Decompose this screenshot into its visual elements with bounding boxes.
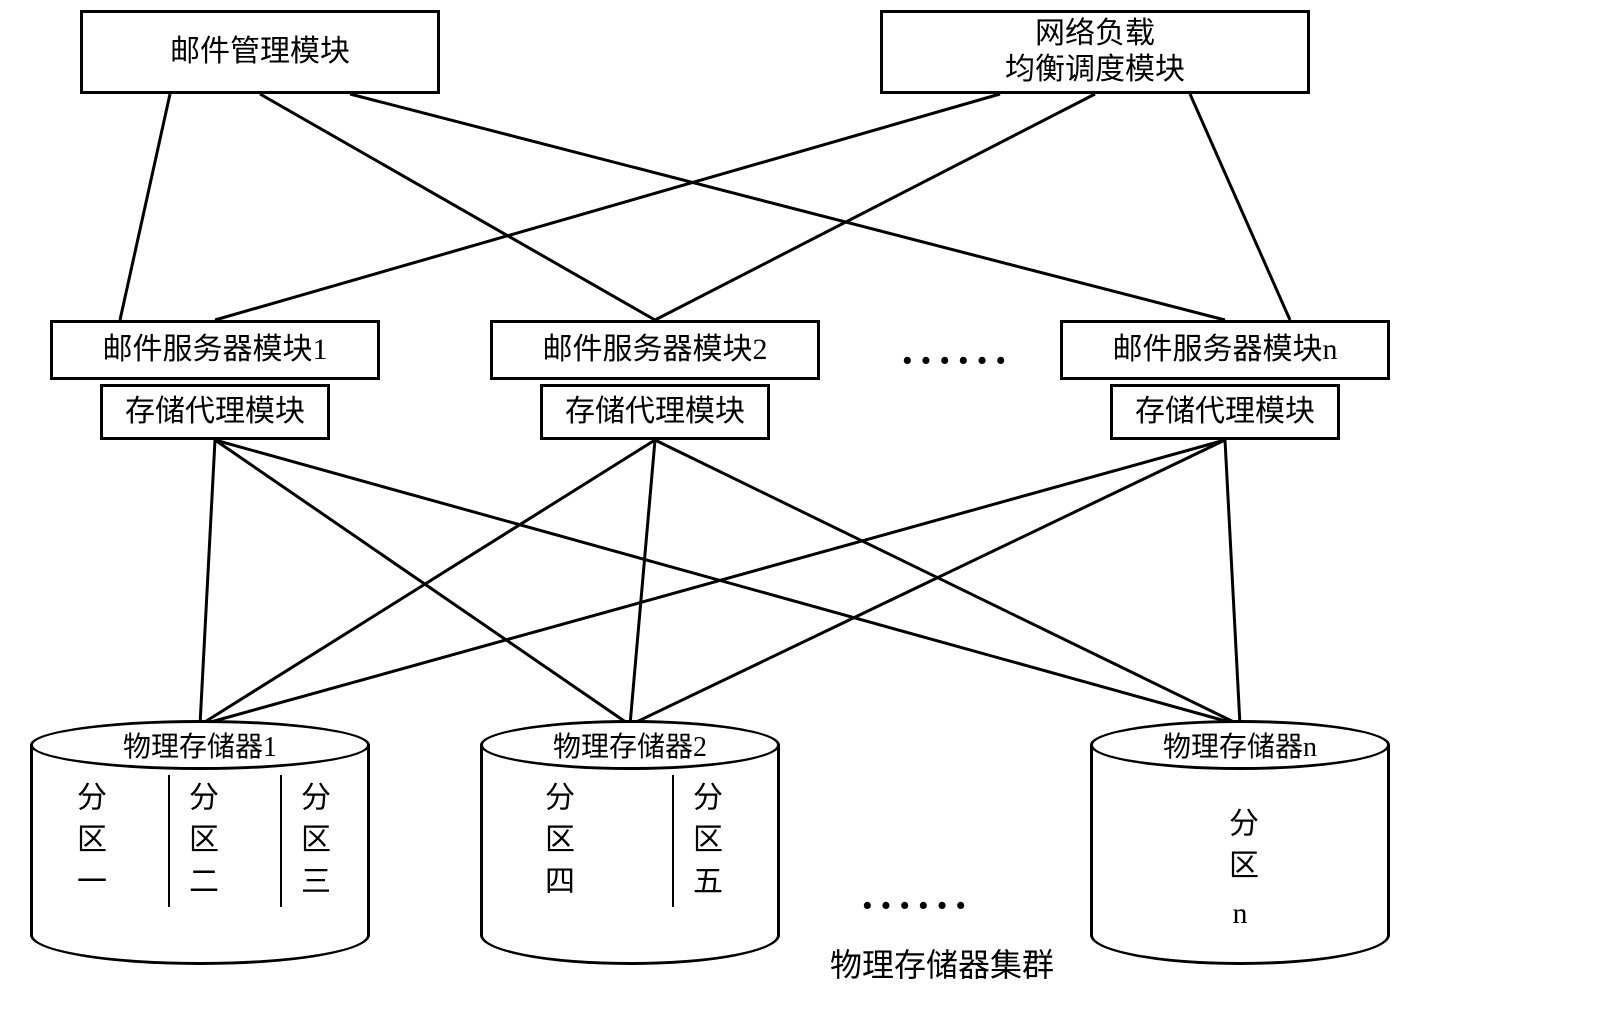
mail-server-1-label: 邮件服务器模块1: [103, 332, 328, 368]
mail-server-n-label: 邮件服务器模块n: [1113, 332, 1338, 368]
storage-1-cylinder: 物理存储器1 分区一 分区二 分区三: [30, 720, 370, 965]
storage-cluster-label: 物理存储器集群: [830, 940, 1054, 986]
storage-proxy-1-label: 存储代理模块: [125, 394, 305, 430]
storage-proxy-n-label: 存储代理模块: [1135, 394, 1315, 430]
mail-server-n-box: 邮件服务器模块n: [1060, 320, 1390, 380]
server-ellipsis: ······: [900, 335, 1012, 386]
mail-server-1-box: 邮件服务器模块1: [50, 320, 380, 380]
storage-proxy-1-box: 存储代理模块: [100, 384, 330, 440]
storage-2-label: 物理存储器2: [553, 725, 707, 765]
mail-server-2-label: 邮件服务器模块2: [543, 332, 768, 368]
partition-4: 分区四: [526, 775, 586, 907]
partition-n-n: n: [1233, 897, 1248, 931]
lb-line2: 均衡调度模块: [1005, 52, 1185, 88]
storage-1-label: 物理存储器1: [123, 725, 277, 765]
storage-n-label: 物理存储器n: [1163, 725, 1317, 765]
mail-mgmt-module-box: 邮件管理模块: [80, 10, 440, 94]
storage-proxy-n-box: 存储代理模块: [1110, 384, 1340, 440]
mail-mgmt-label: 邮件管理模块: [170, 34, 350, 70]
storage-n-cylinder: 物理存储器n 分区 n: [1090, 720, 1390, 965]
load-balance-module-box: 网络负载 均衡调度模块: [880, 10, 1310, 94]
partition-5: 分区五: [672, 775, 734, 907]
lb-line1: 网络负载: [1035, 16, 1155, 52]
partition-n-label: 分区: [1218, 807, 1262, 891]
mail-server-2-box: 邮件服务器模块2: [490, 320, 820, 380]
storage-proxy-2-box: 存储代理模块: [540, 384, 770, 440]
partition-3: 分区三: [280, 775, 342, 907]
storage-proxy-2-label: 存储代理模块: [565, 394, 745, 430]
partition-1: 分区一: [58, 775, 118, 907]
storage-2-cylinder: 物理存储器2 分区四 分区五: [480, 720, 780, 965]
partition-2: 分区二: [168, 775, 230, 907]
storage-ellipsis: ······: [860, 880, 972, 931]
